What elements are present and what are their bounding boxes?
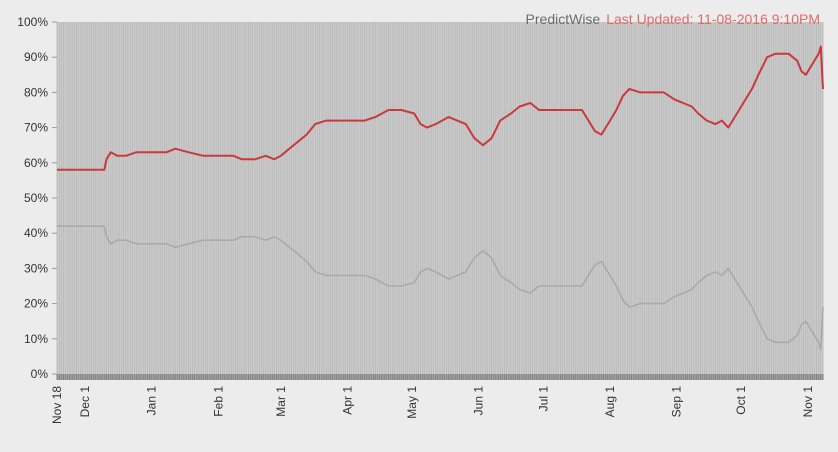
- source-label: PredictWise: [525, 11, 601, 27]
- x-tick-label: May 1: [405, 386, 419, 419]
- x-tick-label: Aug 1: [603, 386, 617, 418]
- x-tick-label: Apr 1: [340, 386, 354, 415]
- x-daily-ticks: [56, 374, 824, 380]
- y-tick-label: 60%: [24, 156, 48, 170]
- y-tick-label: 70%: [24, 121, 48, 135]
- y-tick-label: 100%: [17, 15, 48, 29]
- y-tick-label: 40%: [24, 226, 48, 240]
- chart-header: PredictWise Last Updated: 11-08-2016 9:10…: [526, 11, 820, 27]
- x-tick-label: Feb 1: [211, 386, 225, 417]
- x-tick-label: Nov 1: [801, 386, 815, 418]
- series-line-2: [57, 225, 824, 351]
- last-updated-label: Last Updated: 11-08-2016 9:10PM: [606, 11, 820, 27]
- y-tick-label: 30%: [24, 261, 48, 275]
- y-tick-label: 10%: [24, 332, 48, 346]
- x-tick-label: Jan 1: [145, 386, 159, 416]
- x-tick-label: Jul 1: [536, 386, 550, 412]
- chart-series: [57, 45, 824, 351]
- x-tick-label: Mar 1: [274, 386, 288, 417]
- y-tick-label: 20%: [24, 297, 48, 311]
- x-tick-label: Oct 1: [734, 386, 748, 415]
- y-tick-label: 80%: [24, 85, 48, 99]
- x-tick-label: Sep 1: [670, 386, 684, 418]
- x-tick-label: Jun 1: [472, 386, 486, 416]
- series-line-1: [57, 45, 824, 171]
- y-axis: 0% 10% 20% 30% 40% 50% 60% 70% 80% 90% 100%: [17, 15, 57, 381]
- x-tick-label: Nov 18: [50, 386, 64, 424]
- x-tick-label: Dec 1: [78, 386, 92, 418]
- y-tick-label: 0%: [31, 367, 49, 381]
- x-axis: Nov 18 Dec 1 Jan 1 Feb 1 Mar 1 Apr 1 May 1 Jun …: [50, 374, 824, 424]
- y-tick-label: 90%: [24, 50, 48, 64]
- y-tick-label: 50%: [24, 191, 48, 205]
